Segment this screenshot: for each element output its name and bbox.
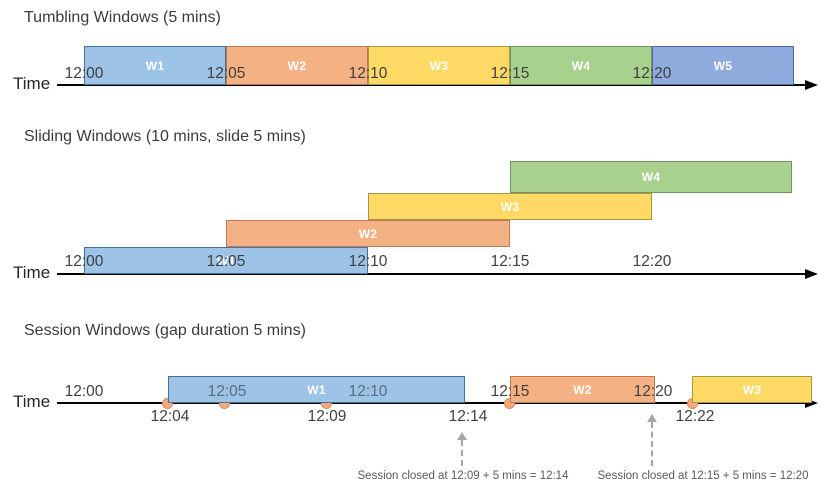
session-close-arrow-icon [647,414,657,422]
window-w2: W2 [226,220,510,247]
window-label: W2 [573,382,592,397]
axis-tick-label: 12:00 [64,253,104,270]
window-w3: W3 [692,376,812,403]
sliding-title: Sliding Windows (10 mins, slide 5 mins) [24,128,306,145]
session-title: Session Windows (gap duration 5 mins) [24,322,306,339]
window-label: W4 [571,58,591,73]
session-close-arrow-icon [457,432,467,440]
axis-tick-label: 12:20 [632,253,672,270]
axis-tick-label: 12:15 [490,383,530,400]
window-w4: W4 [510,161,792,193]
window-label: W1 [145,58,165,73]
window-label: W1 [216,253,236,268]
axis-arrow-icon [805,80,818,90]
time-axis [57,402,806,404]
session-close-arrow-line [651,422,653,466]
tumbling-title: Tumbling Windows (5 mins) [24,9,221,26]
session-close-annotation: Session closed at 12:09 + 5 mins = 12:14 [357,470,569,482]
session-close-arrow-line [461,440,463,466]
window-w1: W1 [84,46,226,85]
event-time-label: 12:14 [448,408,488,425]
window-w2: W2 [226,46,368,85]
axis-tick-label: 12:00 [64,65,104,82]
window-label: W3 [500,199,520,214]
time-axis [57,273,806,275]
window-label: W1 [307,382,326,397]
window-w2: W2 [510,376,655,403]
axis-tick-label: 12:05 [206,65,246,82]
window-w3: W3 [368,46,510,85]
axis-tick-label: 12:10 [348,383,388,400]
axis-arrow-icon [805,398,818,408]
window-label: W2 [287,58,307,73]
axis-tick-label: 12:20 [633,383,673,400]
event-time-label: 12:22 [675,408,715,425]
axis-tick-label: 12:05 [206,253,246,270]
window-label: W5 [713,58,733,73]
axis-tick-label: 12:15 [490,253,530,270]
window-w5: W5 [652,46,794,85]
window-w1: W1 [168,376,465,403]
event-time-label: 12:09 [307,408,347,425]
window-label: W2 [358,226,378,241]
event-time-label: 12:04 [150,408,190,425]
window-label: W3 [742,382,762,397]
time-axis-label: Time [13,74,51,93]
axis-tick-label: 12:20 [632,65,672,82]
axis-tick-label: 12:15 [490,65,530,82]
window-label: W4 [641,170,661,184]
window-w4: W4 [510,46,652,85]
axis-arrow-icon [805,269,818,279]
event-dot [162,398,173,409]
axis-tick-label: 12:00 [64,383,104,400]
window-label: W3 [429,58,449,73]
time-axis-label: Time [13,392,51,411]
axis-tick-label: 12:10 [348,253,388,270]
session-close-annotation: Session closed at 12:15 + 5 mins = 12:20 [597,470,809,482]
axis-tick-label: 12:05 [207,383,247,400]
axis-tick-label: 12:10 [348,65,388,82]
event-dot [504,398,515,409]
window-w1: W1 [84,247,368,274]
time-axis [57,84,806,86]
window-w3: W3 [368,193,652,220]
time-axis-label: Time [13,263,51,282]
